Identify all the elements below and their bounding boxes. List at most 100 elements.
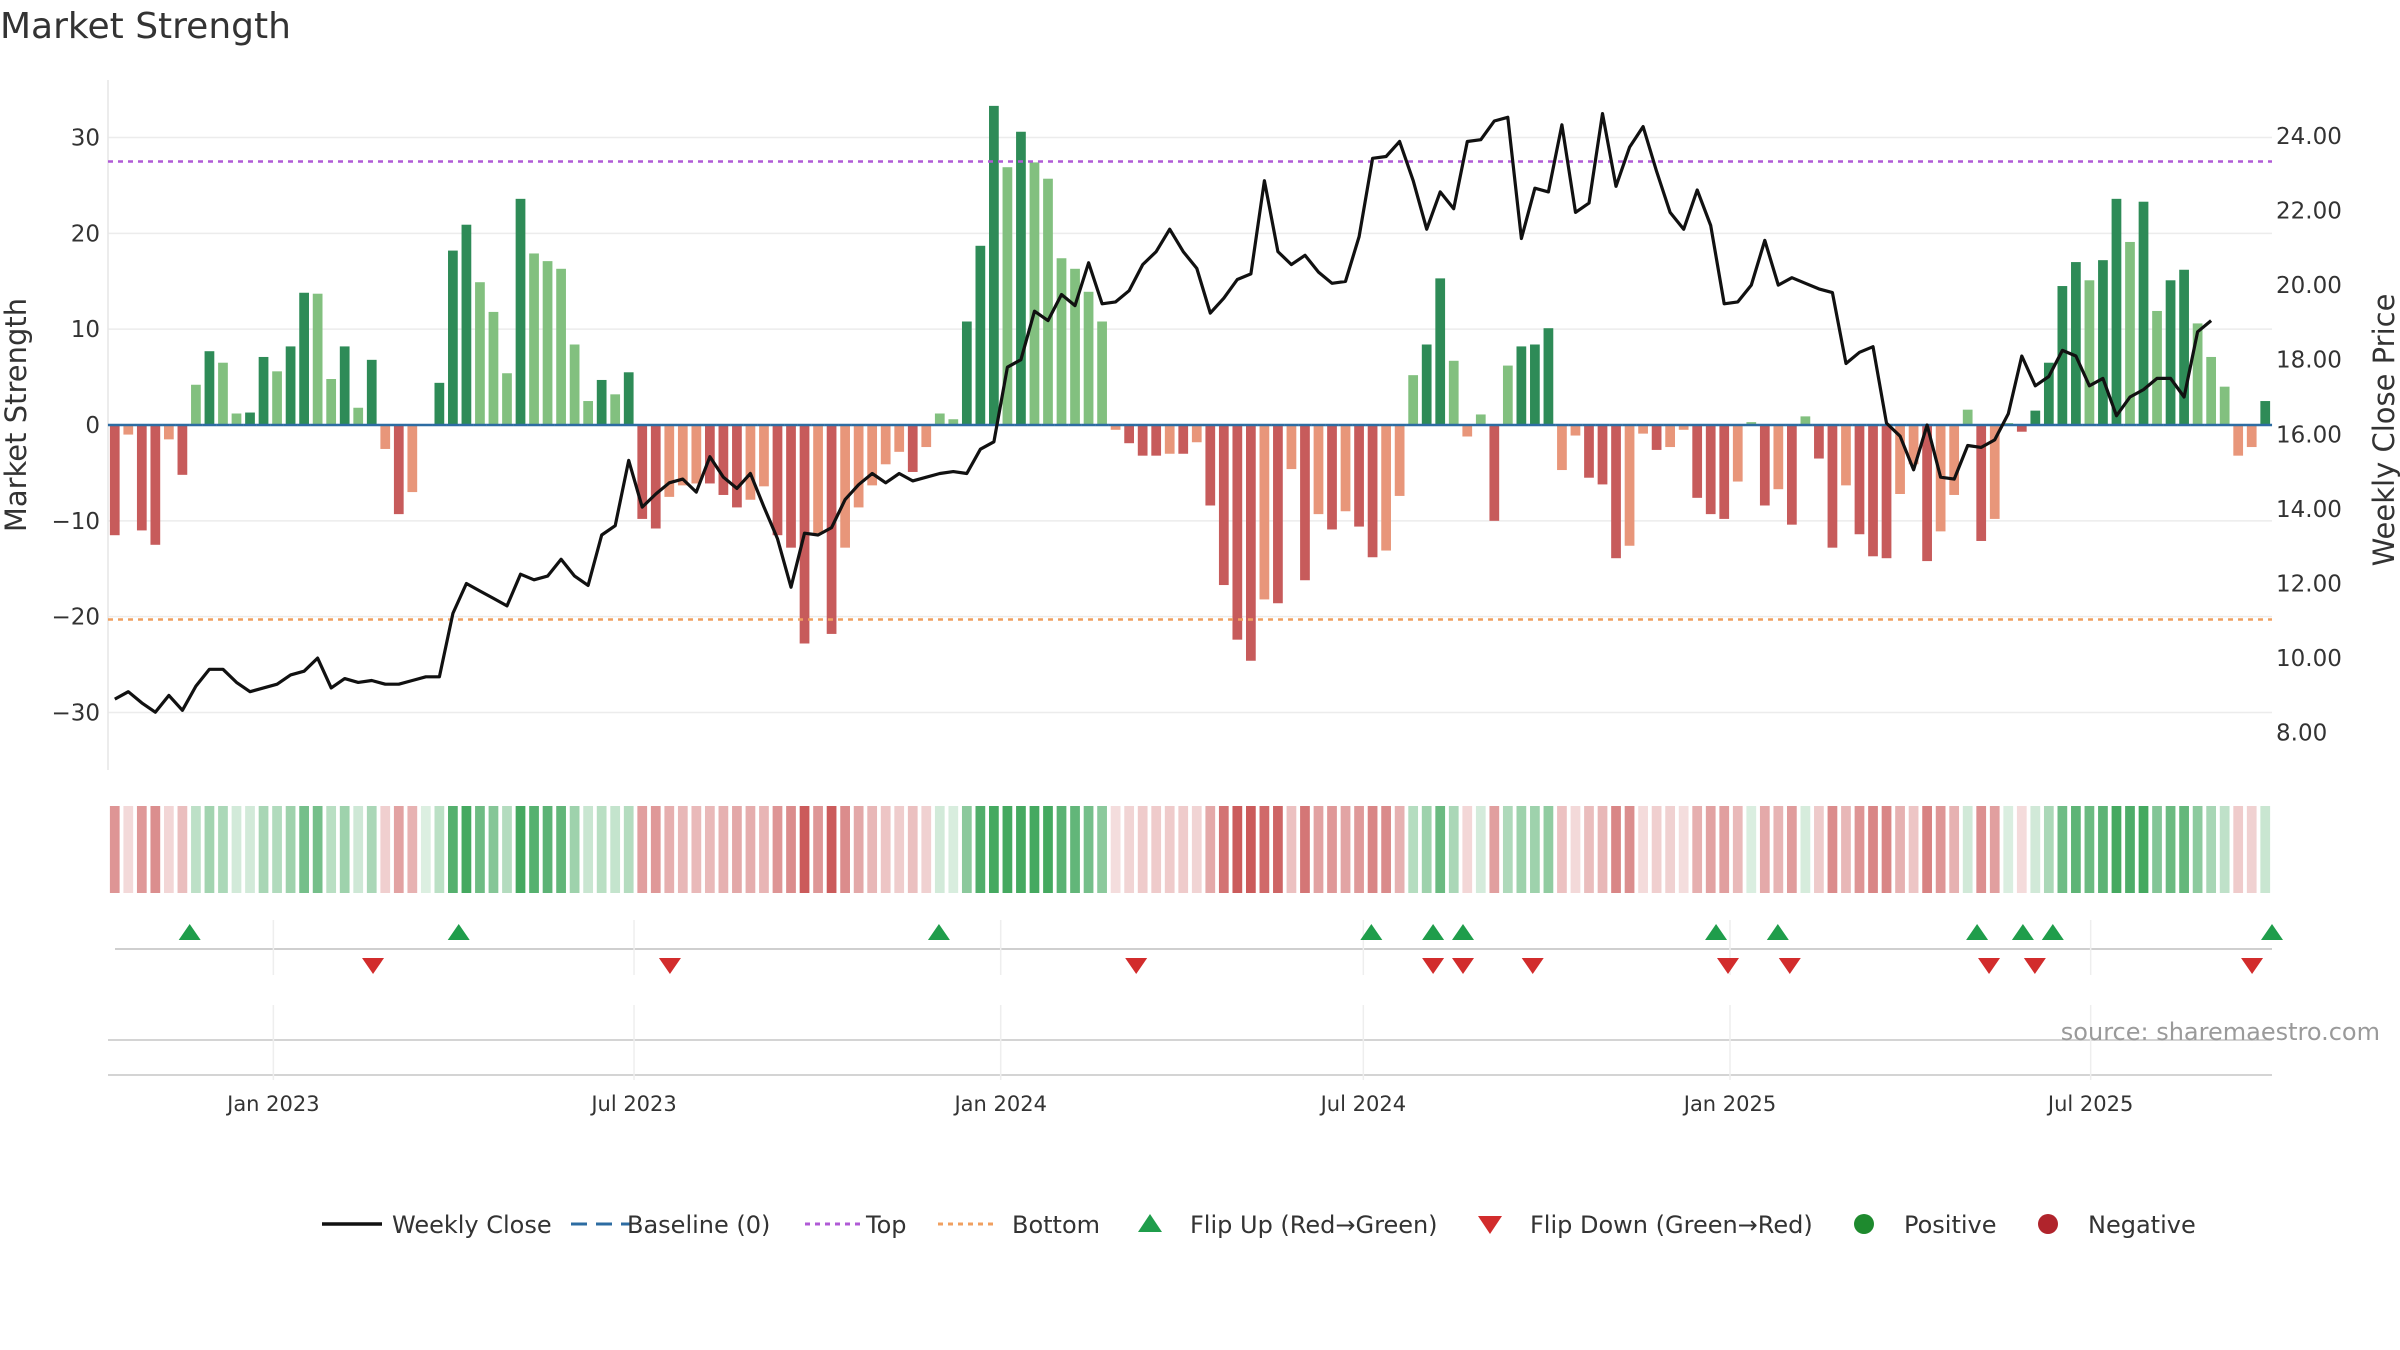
negative-bar (840, 425, 850, 548)
chart-title: Market Strength (0, 6, 291, 47)
negative-bar (1245, 425, 1256, 661)
negative-bar (1327, 425, 1337, 530)
heat-cell (2165, 806, 2176, 893)
heat-cell (1110, 806, 1121, 893)
positive-bar (502, 373, 512, 425)
positive-bar (1029, 162, 1040, 425)
heat-cell (2043, 806, 2054, 893)
negative-bar (177, 425, 188, 475)
heat-cell (2111, 806, 2122, 893)
positive-bar (245, 412, 255, 425)
heat-cell (1557, 806, 1567, 893)
positive-bar (461, 224, 472, 425)
positive-bar (975, 245, 986, 425)
heat-cell (1638, 806, 1648, 893)
heat-cell (1259, 806, 1270, 893)
heat-cell (1475, 806, 1486, 893)
negative-bar (1110, 425, 1121, 430)
negative-bar (1151, 425, 1162, 456)
heat-cell (339, 806, 350, 893)
negative-bar (1597, 425, 1608, 485)
heat-cell (1584, 806, 1594, 893)
negative-bar (1868, 425, 1878, 557)
y2-tick-label: 8.00 (2276, 721, 2327, 747)
positive-bar (1530, 344, 1540, 425)
negative-bar (1164, 425, 1175, 454)
positive-bar (2098, 260, 2108, 425)
heat-cell (677, 806, 688, 893)
heat-cell (1895, 806, 1905, 893)
heat-cell (1759, 806, 1770, 893)
heat-cell (2057, 806, 2068, 893)
heat-cell (204, 806, 215, 893)
negative-bar (1989, 425, 2000, 519)
heat-cell (948, 806, 959, 893)
heat-cell (1286, 806, 1297, 893)
heat-cell (1394, 806, 1405, 893)
negative-bar (1841, 425, 1851, 486)
positive-bar (2165, 280, 2176, 425)
negative-bar (1273, 425, 1283, 604)
x-tick-label: Jul 2024 (1319, 1092, 1406, 1116)
heat-cell (407, 806, 418, 893)
negative-bar (1854, 425, 1865, 535)
heat-cell (312, 806, 323, 893)
negative-bar (786, 425, 796, 548)
heat-cell (1949, 806, 1960, 893)
heat-cell (759, 806, 769, 893)
positive-bar (272, 371, 282, 425)
negative-bar (880, 425, 891, 465)
negative-bar (691, 425, 702, 484)
negative-bar (1137, 425, 1148, 456)
heat-cell (2192, 806, 2203, 893)
positive-bar (1502, 365, 1513, 425)
heat-cell (934, 806, 945, 893)
negative-bar (2246, 425, 2257, 448)
heat-cell (2246, 806, 2257, 893)
positive-bar (948, 419, 959, 425)
heat-cell (1773, 806, 1784, 893)
positive-bar (1043, 178, 1053, 425)
positive-bar (1097, 321, 1107, 425)
y2-tick-label: 18.00 (2276, 348, 2342, 374)
heat-cell (583, 806, 594, 893)
y2-tick-label: 14.00 (2276, 497, 2342, 523)
heat-cell (1124, 806, 1135, 893)
heat-cell (1814, 806, 1824, 893)
heat-cell (1868, 806, 1878, 893)
positive-bar (2057, 286, 2068, 425)
y-tick-label: −10 (51, 509, 100, 535)
heat-cell (596, 806, 607, 893)
heat-cell (1340, 806, 1351, 893)
heat-cell (1732, 806, 1743, 893)
heat-cell (1245, 806, 1256, 893)
flip-up-marker (927, 924, 950, 940)
negative-bar (1286, 425, 1297, 470)
heat-cell (1935, 806, 1946, 893)
heat-cell (786, 806, 796, 893)
flip-down-marker (1521, 958, 1544, 974)
heat-cell (1016, 806, 1026, 893)
heat-cell (664, 806, 675, 893)
heat-cell (353, 806, 364, 893)
negative-bar (1827, 425, 1838, 548)
positive-bar (989, 105, 999, 425)
heat-cell (989, 806, 999, 893)
heat-cell (1367, 806, 1378, 893)
heat-cell (840, 806, 850, 893)
heat-cell (109, 806, 120, 893)
negative-bar (1178, 425, 1189, 454)
heat-cell (2084, 806, 2095, 893)
heat-cell (1327, 806, 1337, 893)
positive-bar (934, 413, 945, 425)
flip-up-marker (1705, 924, 1728, 940)
negative-bar (1584, 425, 1594, 478)
heat-cell (177, 806, 188, 893)
strength-heatstrip (109, 806, 2271, 893)
heat-cell (1489, 806, 1500, 893)
heat-cell (1191, 806, 1202, 893)
heat-cell (1178, 806, 1189, 893)
y2-tick-label: 24.00 (2276, 124, 2342, 150)
positive-bar (1083, 291, 1094, 425)
heat-cell (610, 806, 621, 893)
